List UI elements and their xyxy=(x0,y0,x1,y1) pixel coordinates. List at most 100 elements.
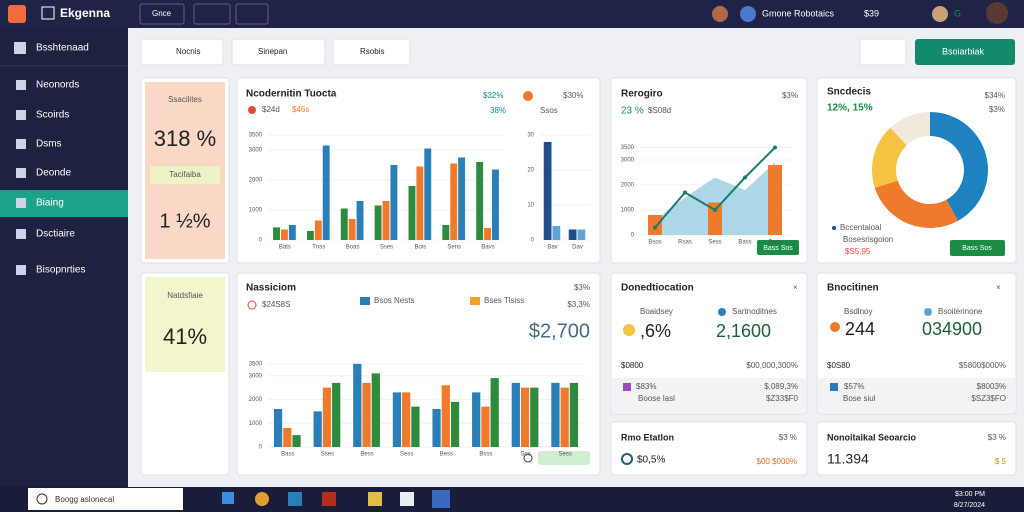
y-tick-label: 3500 xyxy=(249,361,263,367)
app-icon[interactable] xyxy=(432,490,450,508)
tab[interactable] xyxy=(139,3,185,25)
card-title: Sncdecis xyxy=(827,87,871,98)
app-icon[interactable] xyxy=(288,492,302,506)
bar xyxy=(472,392,481,447)
nav-item[interactable]: Deonde xyxy=(36,168,71,179)
search-placeholder[interactable]: Boogg aslonecal xyxy=(55,495,114,504)
button-label[interactable]: Bass Sos xyxy=(763,245,793,252)
tab-label[interactable]: Gnce xyxy=(152,9,172,18)
profile-photo[interactable] xyxy=(986,2,1008,24)
donut-slice xyxy=(872,127,907,188)
app-icon[interactable] xyxy=(222,492,234,504)
button[interactable] xyxy=(950,240,1005,256)
app-icon[interactable] xyxy=(255,492,269,506)
kpi-sub: $S08d xyxy=(648,106,671,115)
kpi: 12%, 15% xyxy=(827,103,873,114)
legend: Bosesrisgoion xyxy=(843,235,893,244)
app-icon[interactable] xyxy=(322,492,336,506)
row-bg xyxy=(612,378,806,413)
card xyxy=(610,421,808,476)
badge: $39 xyxy=(864,8,879,18)
action-label[interactable]: Bsoiarbiak xyxy=(942,46,985,56)
nav-item[interactable]: Scoirds xyxy=(36,110,69,121)
search[interactable] xyxy=(859,38,907,66)
x-tick-label: Sess xyxy=(400,452,413,458)
pill: $3 % xyxy=(779,433,797,442)
bar xyxy=(340,208,348,240)
action-button[interactable] xyxy=(915,39,1015,65)
button-label[interactable]: Nocnis xyxy=(176,47,200,56)
avatar[interactable] xyxy=(740,6,756,22)
value: 2,1600 xyxy=(716,321,771,341)
bar xyxy=(577,229,586,240)
button-label[interactable]: Bass Sos xyxy=(962,245,992,252)
nav-item[interactable]: Dsms xyxy=(36,139,62,150)
bar xyxy=(768,165,782,235)
nav-item[interactable]: Bisopnrties xyxy=(36,265,85,276)
bar xyxy=(313,411,322,447)
button-label[interactable]: Rsobis xyxy=(360,47,384,56)
clock: $3:00 PM xyxy=(955,491,985,498)
x-tick-label: Bavs xyxy=(481,245,494,251)
x-tick-label: Fass xyxy=(768,240,781,246)
topbar xyxy=(0,0,1024,28)
x-tick-label: Boas xyxy=(346,245,360,251)
avatar[interactable] xyxy=(932,6,948,22)
bar xyxy=(708,202,722,235)
button[interactable] xyxy=(140,38,224,66)
close[interactable]: × xyxy=(793,283,798,292)
nav-item[interactable]: Neonords xyxy=(36,80,79,91)
tab[interactable] xyxy=(193,3,231,25)
card-title: Rmo Etatlon xyxy=(621,432,674,442)
bar xyxy=(458,157,466,240)
x-tick-label: Bass xyxy=(281,452,294,458)
bar xyxy=(416,166,424,240)
icon xyxy=(16,168,26,178)
y-tick-label: 3000 xyxy=(249,373,263,379)
row-value: $SZ3$FO xyxy=(971,394,1006,403)
x-tick-label: Bav xyxy=(547,245,557,251)
x-tick-label: Bois xyxy=(415,245,427,251)
y-tick-label: 0 xyxy=(259,238,263,244)
legend: $46s xyxy=(292,105,309,114)
kpi: $3,3% xyxy=(567,300,590,309)
bar xyxy=(408,186,416,240)
y-tick-label: 30 xyxy=(527,133,534,139)
avatar[interactable] xyxy=(712,6,728,22)
bar xyxy=(273,227,280,240)
button[interactable] xyxy=(332,38,411,66)
bar xyxy=(348,219,356,240)
stat-value: 41% xyxy=(163,324,207,349)
bar xyxy=(484,228,492,240)
legend: Bses Tlsiss xyxy=(484,296,524,305)
kpi: $3% xyxy=(574,283,590,292)
button[interactable] xyxy=(757,240,799,255)
bar xyxy=(476,162,484,240)
nav-item[interactable]: Dsctiaire xyxy=(36,229,75,240)
label: Boaidsey xyxy=(640,307,673,316)
y-tick-label: 3000 xyxy=(621,158,635,164)
row-value: $5800$000% xyxy=(959,361,1006,370)
bar xyxy=(374,205,382,240)
bar xyxy=(490,378,499,447)
label-band xyxy=(150,166,220,184)
kpi: $3% xyxy=(782,91,798,100)
app-icon[interactable] xyxy=(400,492,414,506)
app-icon[interactable] xyxy=(368,492,382,506)
tab[interactable] xyxy=(235,3,269,25)
row-label: $0S80 xyxy=(827,361,851,370)
icon xyxy=(623,383,631,391)
label: Bsoiterinone xyxy=(938,307,983,316)
x-tick-label: Sos xyxy=(520,452,530,458)
nav-item[interactable]: Biaing xyxy=(36,198,64,209)
dropdown-label[interactable]: Sinepan xyxy=(258,47,287,56)
stat-value: 318 % xyxy=(154,126,216,151)
search-box[interactable] xyxy=(28,488,183,510)
icon xyxy=(16,198,26,208)
legend-swatch xyxy=(360,297,370,305)
dropdown[interactable] xyxy=(231,38,326,66)
x-tick-label: Sess xyxy=(559,452,572,458)
bar xyxy=(511,382,520,447)
bar xyxy=(432,409,441,447)
close[interactable]: × xyxy=(996,283,1001,292)
